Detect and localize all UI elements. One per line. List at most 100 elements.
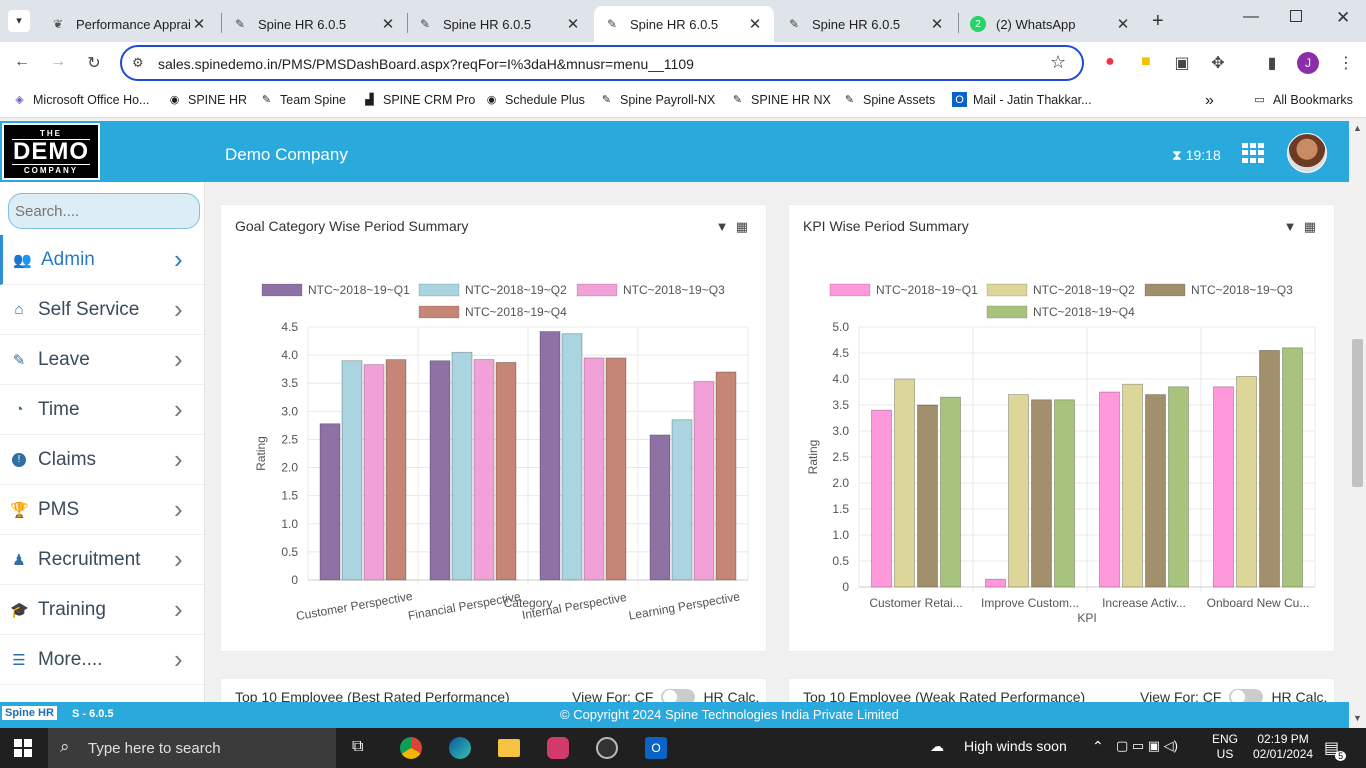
user-avatar[interactable] xyxy=(1287,133,1327,173)
restore-button[interactable] xyxy=(1290,10,1302,22)
scroll-down-arrow[interactable]: ▼ xyxy=(1353,713,1362,723)
bookmark-item[interactable]: ✎ Spine Assets xyxy=(842,92,935,107)
browser-tab[interactable]: ✎ Spine HR 6.0.5 ✕ xyxy=(776,6,956,42)
reload-icon[interactable]: ↻ xyxy=(87,55,101,72)
bar xyxy=(1168,386,1189,588)
page-scrollbar[interactable]: ▲ ▼ xyxy=(1349,121,1366,728)
bookmark-label: Microsoft Office Ho... xyxy=(33,92,150,107)
weather-icon[interactable]: ☁ xyxy=(930,738,944,754)
bar xyxy=(341,360,363,581)
browser-tab[interactable]: ❦ Performance Apprais ✕ xyxy=(40,6,218,42)
bookmark-item[interactable]: ✎ Team Spine xyxy=(259,92,346,107)
browser-tab[interactable]: ✎ Spine HR 6.0.5 ✕ xyxy=(407,6,592,42)
bookmark-item[interactable]: ▟ SPINE CRM Pro xyxy=(362,92,475,107)
sidebar: 👥 Admin › ⌂ Self Service › ✎ Leave › ◔ Time ›! Claim… xyxy=(0,182,205,702)
sidebar-item-recruitment[interactable]: ♟ Recruitment › xyxy=(0,535,204,585)
scroll-up-arrow[interactable]: ▲ xyxy=(1353,123,1362,133)
minimize-button[interactable]: — xyxy=(1243,8,1259,25)
bar xyxy=(1145,394,1166,588)
close-icon[interactable]: ✕ xyxy=(566,16,580,33)
hr-calc-toggle[interactable] xyxy=(1229,689,1264,702)
site-settings-icon[interactable]: ⚙ xyxy=(132,55,144,70)
notification-icon[interactable]: ▤5 xyxy=(1324,738,1350,761)
all-bookmarks[interactable]: ▭ All Bookmarks xyxy=(1252,92,1353,107)
obs-icon[interactable] xyxy=(596,737,618,759)
bookmark-label: SPINE HR NX xyxy=(751,92,831,107)
y-tick-label: 0 xyxy=(291,573,298,587)
app-header: THE DEMO COMPANY Demo Company ⧗ 19:18 xyxy=(0,121,1349,182)
side-panel-icon[interactable]: ▮ xyxy=(1267,55,1277,72)
url-text[interactable]: sales.spinedemo.in/PMS/PMSDashBoard.aspx… xyxy=(158,56,694,72)
kpi-wise-chart: NTC~2018~19~Q1 NTC~2018~19~Q2 NTC~2018~19~… xyxy=(806,283,1316,625)
wps-icon[interactable] xyxy=(547,737,569,759)
language-indicator[interactable]: ENG US xyxy=(1212,732,1238,762)
profile-avatar[interactable]: J xyxy=(1297,52,1319,74)
extension-gray-icon[interactable]: ▣ xyxy=(1174,55,1190,72)
more-bookmarks-icon[interactable]: » xyxy=(1205,92,1214,109)
tab-search-dropdown-icon[interactable]: ▾ xyxy=(8,10,30,32)
outlook-icon[interactable]: O xyxy=(645,737,667,759)
menu-kebab-icon[interactable]: ⋮ xyxy=(1338,55,1354,72)
card-title: Top 10 Employee (Weak Rated Performance) xyxy=(803,689,1086,702)
bookmark-item[interactable]: ✎ SPINE HR NX xyxy=(730,92,831,107)
close-icon[interactable]: ✕ xyxy=(748,16,762,33)
sidebar-item-self-service[interactable]: ⌂ Self Service › xyxy=(0,285,204,335)
grid-menu-icon[interactable]: ▦ xyxy=(735,219,748,234)
chrome-icon[interactable] xyxy=(400,737,422,759)
search-input[interactable] xyxy=(8,193,200,229)
sidebar-item-leave[interactable]: ✎ Leave › xyxy=(0,335,204,385)
sidebar-item-training[interactable]: 🎓 Training › xyxy=(0,585,204,635)
extension-yellow-icon[interactable]: ■ xyxy=(1141,53,1151,70)
close-icon[interactable]: ✕ xyxy=(381,16,395,33)
forward-icon[interactable]: → xyxy=(50,53,66,70)
close-icon[interactable]: ✕ xyxy=(1116,16,1130,33)
filter-icon[interactable]: ▼ xyxy=(715,219,729,234)
bar xyxy=(940,396,961,588)
extensions-puzzle-icon[interactable]: ✥ xyxy=(1211,55,1225,72)
browser-tab-active[interactable]: ✎ Spine HR 6.0.5 ✕ xyxy=(594,6,774,42)
close-icon[interactable]: ✕ xyxy=(192,16,206,33)
sidebar-item-time[interactable]: ◔ Time › xyxy=(0,385,204,435)
new-tab-button[interactable]: + xyxy=(1152,10,1164,32)
bookmark-item[interactable]: ◉ Schedule Plus xyxy=(484,92,585,107)
spine-hr-logo: Spine HR xyxy=(2,706,57,720)
hr-calc-toggle[interactable] xyxy=(661,689,696,702)
sidebar-item-pms[interactable]: 🏆 PMS › xyxy=(0,485,204,535)
spine-icon: ✎ xyxy=(261,94,272,106)
tray-chevron-icon[interactable]: ⌃ xyxy=(1092,738,1104,754)
bookmark-item[interactable]: ◉ SPINE HR xyxy=(167,92,247,107)
browser-tab[interactable]: ✎ Spine HR 6.0.5 ✕ xyxy=(222,6,407,42)
sidebar-item-more[interactable]: ☰ More.... › xyxy=(0,635,204,685)
weather-text[interactable]: High winds soon xyxy=(964,738,1067,754)
windows-start-icon[interactable] xyxy=(14,739,32,757)
sidebar-item-admin[interactable]: 👥 Admin › xyxy=(0,235,204,285)
legend-swatch xyxy=(261,283,303,297)
bookmark-star-icon[interactable]: ☆ xyxy=(1050,52,1067,72)
tray-icons[interactable]: ▢ ▭ ▣ ◁) xyxy=(1116,738,1179,753)
clock[interactable]: 02:19 PM 02/01/2024 xyxy=(1253,732,1313,762)
close-icon[interactable]: ✕ xyxy=(930,16,944,33)
bookmark-label: Spine Assets xyxy=(863,92,936,107)
file-explorer-icon[interactable] xyxy=(498,739,520,757)
bookmark-label: Spine Payroll-NX xyxy=(620,92,716,107)
bookmark-item[interactable]: ◈ Microsoft Office Ho... xyxy=(12,92,149,107)
scrollbar-thumb[interactable] xyxy=(1352,339,1363,487)
task-view-icon[interactable]: ⧉ xyxy=(352,738,364,755)
filter-icon[interactable]: ▼ xyxy=(1283,219,1297,234)
taskbar-search[interactable]: ⌕ Type here to search xyxy=(48,728,336,768)
sidebar-item-claims[interactable]: ! Claims › xyxy=(0,435,204,485)
address-bar[interactable]: ⚙ sales.spinedemo.in/PMS/PMSDashBoard.as… xyxy=(120,45,1084,81)
browser-tab[interactable]: 2 (2) WhatsApp ✕ xyxy=(960,6,1142,42)
apps-grid-icon[interactable] xyxy=(1242,143,1264,163)
close-window-button[interactable]: ✕ xyxy=(1336,8,1351,27)
bar xyxy=(539,331,561,581)
bookmark-item[interactable]: O Mail - Jatin Thakkar... xyxy=(952,92,1092,107)
legend-swatch xyxy=(829,283,871,297)
bookmark-item[interactable]: ✎ Spine Payroll-NX xyxy=(599,92,715,107)
company-logo[interactable]: THE DEMO COMPANY xyxy=(2,123,100,180)
sidebar-item-label: Training xyxy=(38,598,106,620)
edge-icon[interactable] xyxy=(449,737,471,759)
extension-multicolor-icon[interactable]: ● xyxy=(1105,53,1115,70)
grid-menu-icon[interactable]: ▦ xyxy=(1303,219,1316,234)
back-icon[interactable]: ← xyxy=(14,53,30,70)
